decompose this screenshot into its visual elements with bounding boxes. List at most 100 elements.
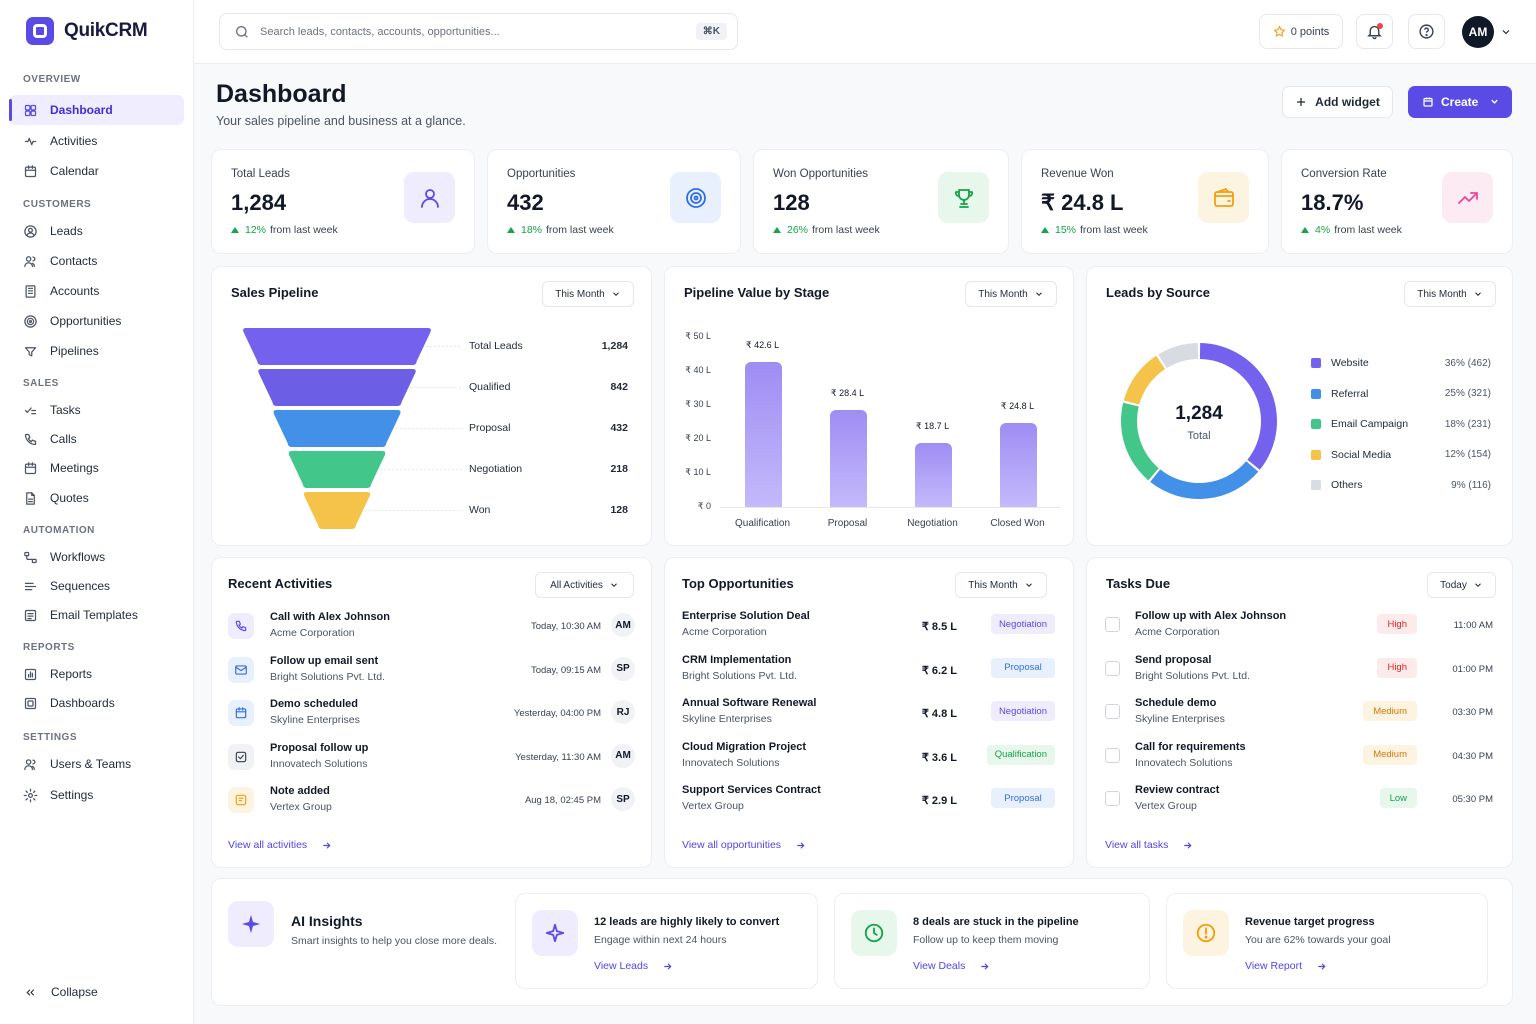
search-bar[interactable]: ⌘K (219, 13, 738, 50)
collapse-button[interactable]: Collapse (24, 985, 98, 999)
view-all-tasks-link[interactable]: View all tasks (1105, 839, 1193, 851)
task-title[interactable]: Review contract (1135, 784, 1220, 796)
activity-row[interactable]: Note added Vertex Group Aug 18, 02:45 PM SP (228, 785, 635, 825)
source-filter-dropdown[interactable]: This Month (1404, 281, 1496, 307)
pipeline-value-filter-dropdown[interactable]: This Month (965, 281, 1057, 307)
opportunity-title: Cloud Migration Project (682, 740, 807, 753)
sidebar-item-calls[interactable]: Calls (9, 424, 184, 454)
sidebar-item-email-templates[interactable]: Email Templates (9, 600, 184, 630)
stat-card[interactable]: Opportunities 432 18% from last week (487, 149, 741, 254)
legend-item[interactable]: Email Campaign 18% (231) (1311, 418, 1491, 430)
add-widget-button[interactable]: Add widget (1282, 86, 1393, 118)
legend-item[interactable]: Others 9% (116) (1311, 479, 1491, 491)
help-button[interactable] (1408, 14, 1445, 49)
card-title: Recent Activities (228, 576, 333, 591)
stat-card[interactable]: Won Opportunities 128 26% from last week (753, 149, 1009, 254)
bar-negotiation[interactable] (914, 443, 952, 507)
pipeline-filter-dropdown[interactable]: This Month (542, 281, 634, 307)
insight-link[interactable]: View Report (1245, 960, 1327, 972)
opportunity-amount: ₹ 8.5 L (921, 621, 957, 633)
opportunity-title: Support Services Contract (682, 784, 821, 796)
sidebar-item-reports[interactable]: Reports (9, 659, 184, 689)
sidebar-section-title: SALES (23, 378, 59, 389)
app-name: QuikCRM (64, 20, 148, 41)
sidebar-item-workflows[interactable]: Workflows (9, 542, 184, 572)
funnel-segment-negotiation[interactable] (288, 451, 386, 488)
opportunity-row[interactable]: Annual Software Renewal Skyline Enterpris… (682, 697, 1055, 737)
tasks-filter-dropdown[interactable]: Today (1427, 572, 1496, 598)
sidebar-item-sequences[interactable]: Sequences (9, 571, 184, 601)
activity-user-avatar[interactable]: AM (611, 613, 635, 637)
funnel-segment-won[interactable] (303, 492, 371, 529)
points-button[interactable]: 0 points (1259, 14, 1343, 49)
donut-slice-website[interactable] (1199, 343, 1277, 470)
legend-item[interactable]: Social Media 12% (154) (1311, 449, 1491, 461)
bar-qualification[interactable] (744, 362, 782, 507)
activity-user-avatar[interactable]: SP (611, 787, 635, 811)
bar-closed-won[interactable] (999, 422, 1037, 507)
task-checkbox[interactable] (1105, 791, 1120, 806)
funnel-segment-proposal[interactable] (273, 410, 401, 447)
activity-row[interactable]: Proposal follow up Innovatech Solutions Ye… (228, 742, 635, 782)
notifications-button[interactable] (1356, 14, 1393, 49)
donut-slice-email-campaign[interactable] (1121, 402, 1159, 481)
sidebar-item-dashboards[interactable]: Dashboards (9, 688, 184, 718)
sidebar-item-calendar[interactable]: Calendar (9, 156, 184, 186)
app-logo[interactable]: QuikCRM (26, 17, 148, 45)
activity-user-avatar[interactable]: RJ (611, 700, 635, 724)
opportunities-filter-dropdown[interactable]: This Month (955, 572, 1047, 598)
activity-row[interactable]: Demo scheduled Skyline Enterprises Yesterd… (228, 698, 635, 738)
task-checkbox[interactable] (1105, 660, 1120, 676)
funnel-stage-value: 432 (610, 421, 628, 434)
task-title[interactable]: Schedule demo (1135, 697, 1217, 709)
opportunity-row[interactable]: CRM Implementation Bright Solutions Pvt. … (682, 654, 1055, 694)
create-button[interactable]: Create (1408, 86, 1512, 118)
sidebar-item-settings[interactable]: Settings (9, 780, 184, 810)
funnel-segment-qualified[interactable] (258, 369, 416, 406)
legend-value: 12% (154) (1444, 449, 1491, 460)
sidebar-item-contacts[interactable]: Contacts (9, 246, 184, 276)
task-checkbox[interactable] (1105, 704, 1120, 719)
legend-item[interactable]: Referral 25% (321) (1311, 388, 1491, 400)
task-checkbox[interactable] (1105, 747, 1120, 763)
view-all-activities-link[interactable]: View all activities (228, 839, 332, 851)
task-checkbox[interactable] (1105, 617, 1120, 632)
bar-proposal[interactable] (829, 410, 867, 507)
sidebar-item-users-teams[interactable]: Users & Teams (9, 749, 184, 779)
sidebar-item-accounts[interactable]: Accounts (9, 276, 184, 306)
sidebar-item-activities[interactable]: Activities (9, 126, 184, 156)
stat-card[interactable]: Revenue Won ₹ 24.8 L 15% from last week (1021, 149, 1269, 254)
stat-card[interactable]: Conversion Rate 18.7% 4% from last week (1281, 149, 1513, 254)
search-input[interactable] (260, 25, 686, 38)
insight-link[interactable]: View Deals (913, 960, 990, 972)
view-all-opportunities-link[interactable]: View all opportunities (682, 839, 806, 851)
legend-item[interactable]: Website 36% (462) (1311, 357, 1491, 369)
activities-filter-dropdown[interactable]: All Activities (535, 572, 634, 598)
stat-card[interactable]: Total Leads 1,284 12% from last week (211, 149, 475, 254)
sidebar-item-leads[interactable]: Leads (9, 216, 184, 246)
user-avatar[interactable]: AM (1462, 16, 1494, 48)
task-title[interactable]: Send proposal (1135, 653, 1212, 666)
sidebar-item-label: Sequences (50, 579, 111, 593)
task-title[interactable]: Call for requirements (1135, 740, 1246, 753)
donut-slice-referral[interactable] (1150, 461, 1259, 499)
donut-slice-others[interactable] (1158, 343, 1199, 369)
sidebar-item-pipelines[interactable]: Pipelines (9, 336, 184, 366)
activity-user-avatar[interactable]: AM (611, 743, 635, 768)
sidebar-item-meetings[interactable]: Meetings (9, 453, 184, 483)
activity-row[interactable]: Follow up email sent Bright Solutions Pvt… (228, 655, 635, 695)
insight-link[interactable]: View Leads (594, 960, 673, 972)
sidebar-item-opportunities[interactable]: Opportunities (9, 306, 184, 336)
sidebar-item-dashboard[interactable]: Dashboard (9, 95, 184, 125)
activity-user-avatar[interactable]: SP (611, 656, 635, 681)
opportunity-row[interactable]: Cloud Migration Project Innovatech Soluti… (682, 741, 1055, 781)
task-title[interactable]: Follow up with Alex Johnson (1135, 610, 1287, 622)
opportunity-row[interactable]: Support Services Contract Vertex Group ₹ 2… (682, 784, 1055, 824)
sidebar-item-quotes[interactable]: Quotes (9, 483, 184, 513)
sidebar-item-tasks[interactable]: Tasks (9, 395, 184, 425)
opportunity-row[interactable]: Enterprise Solution Deal Acme Corporation… (682, 610, 1055, 650)
activity-row[interactable]: Call with Alex Johnson Acme Corporation To… (228, 611, 635, 651)
chevron-down-icon[interactable] (1500, 26, 1512, 38)
donut-slice-social-media[interactable] (1123, 355, 1165, 405)
funnel-segment-total-leads[interactable] (243, 328, 431, 365)
